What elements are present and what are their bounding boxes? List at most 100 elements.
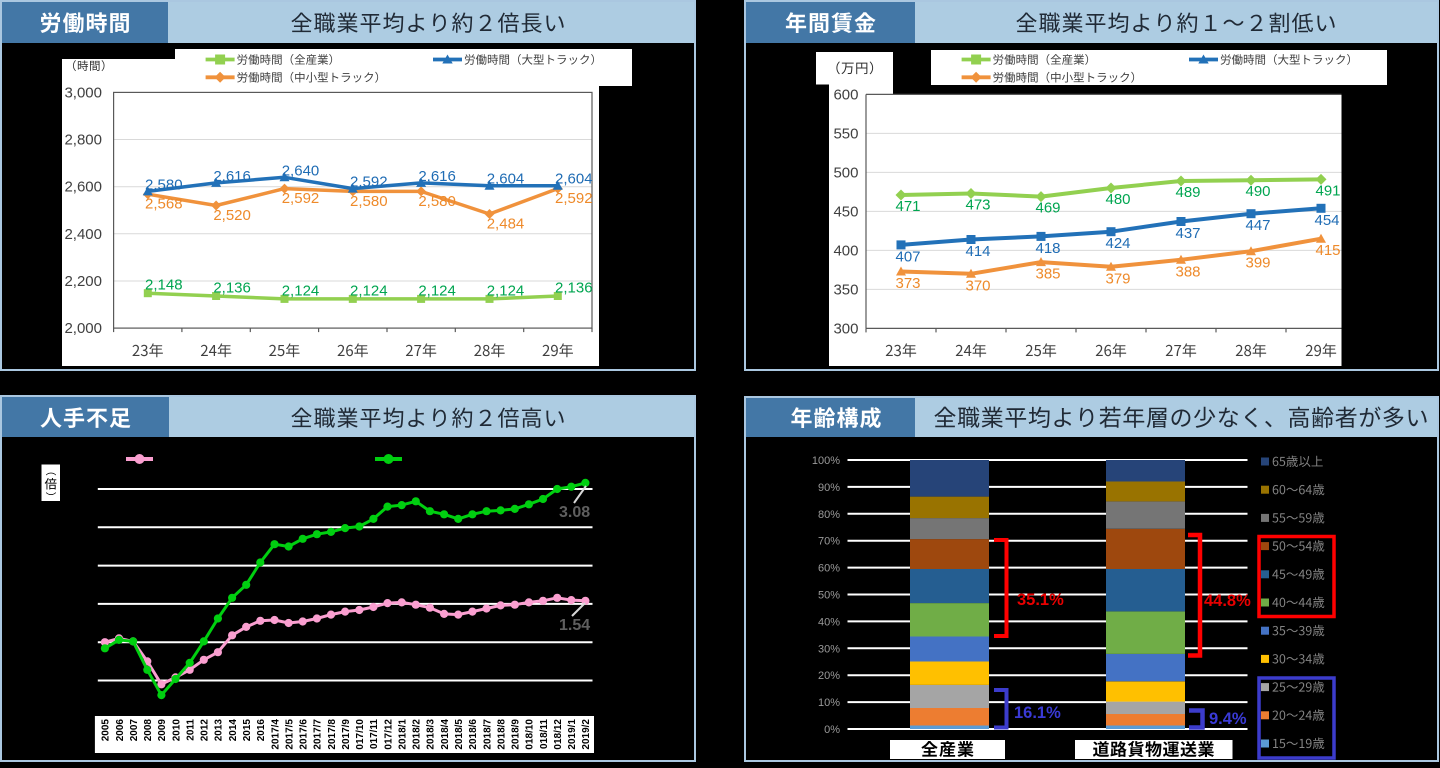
svg-text:447: 447 xyxy=(1245,217,1270,234)
svg-text:388: 388 xyxy=(1175,263,1200,280)
svg-text:2,148: 2,148 xyxy=(145,277,183,294)
svg-text:44.8%: 44.8% xyxy=(1204,592,1251,610)
svg-text:0%: 0% xyxy=(824,724,840,736)
svg-text:2006: 2006 xyxy=(115,719,126,742)
svg-text:2018/3: 2018/3 xyxy=(426,719,437,750)
svg-text:2008: 2008 xyxy=(143,719,154,742)
svg-text:473: 473 xyxy=(965,197,990,214)
svg-text:018/11: 018/11 xyxy=(539,719,550,749)
svg-text:379: 379 xyxy=(1105,270,1130,287)
svg-text:2,124: 2,124 xyxy=(282,282,320,299)
svg-text:2018/6: 2018/6 xyxy=(468,719,479,750)
svg-text:018/10: 018/10 xyxy=(525,719,536,750)
svg-text:454: 454 xyxy=(1314,212,1339,229)
svg-text:350: 350 xyxy=(833,281,858,298)
svg-text:2017/9: 2017/9 xyxy=(341,719,352,750)
svg-text:2016: 2016 xyxy=(256,719,267,742)
svg-text:100%: 100% xyxy=(812,455,840,467)
svg-text:370: 370 xyxy=(965,277,990,294)
svg-text:491: 491 xyxy=(1315,182,1340,199)
svg-text:2017/6: 2017/6 xyxy=(299,719,310,750)
svg-text:2012: 2012 xyxy=(200,719,211,742)
svg-text:450: 450 xyxy=(833,203,858,220)
svg-text:469: 469 xyxy=(1035,200,1060,217)
svg-text:2,580: 2,580 xyxy=(418,193,456,210)
svg-text:400: 400 xyxy=(833,242,858,259)
svg-text:2019/1: 2019/1 xyxy=(567,719,578,750)
svg-text:017/11: 017/11 xyxy=(369,719,380,749)
svg-text:2,592: 2,592 xyxy=(350,174,388,191)
svg-text:2018/9: 2018/9 xyxy=(511,719,522,750)
svg-text:489: 489 xyxy=(1175,184,1200,201)
svg-text:90%: 90% xyxy=(818,482,840,494)
svg-text:2,580: 2,580 xyxy=(350,193,388,210)
svg-text:2007: 2007 xyxy=(129,719,140,742)
svg-text:300: 300 xyxy=(833,320,858,337)
svg-text:385: 385 xyxy=(1035,266,1060,283)
svg-text:80%: 80% xyxy=(818,509,840,521)
svg-text:017/12: 017/12 xyxy=(383,719,394,750)
svg-text:2009: 2009 xyxy=(157,719,168,742)
svg-text:2017/5: 2017/5 xyxy=(284,719,295,750)
svg-text:30%: 30% xyxy=(818,643,840,655)
svg-text:399: 399 xyxy=(1245,255,1270,272)
svg-text:2,484: 2,484 xyxy=(487,216,525,233)
svg-text:20%: 20% xyxy=(818,670,840,682)
svg-text:018/12: 018/12 xyxy=(553,719,564,750)
svg-text:2,604: 2,604 xyxy=(555,171,593,188)
svg-text:2018/5: 2018/5 xyxy=(454,719,465,750)
svg-text:2018/1: 2018/1 xyxy=(398,719,409,750)
svg-text:373: 373 xyxy=(895,275,920,292)
svg-text:2018/4: 2018/4 xyxy=(440,719,451,750)
svg-text:3.08: 3.08 xyxy=(559,504,590,521)
svg-text:437: 437 xyxy=(1175,225,1200,242)
svg-text:35.1%: 35.1% xyxy=(1017,591,1064,609)
svg-text:50%: 50% xyxy=(818,590,840,602)
svg-text:415: 415 xyxy=(1315,242,1340,259)
svg-text:2018/7: 2018/7 xyxy=(482,719,493,750)
svg-text:2,604: 2,604 xyxy=(487,171,525,188)
svg-text:017/10: 017/10 xyxy=(355,719,366,750)
svg-text:2017/7: 2017/7 xyxy=(313,719,324,750)
svg-text:2005: 2005 xyxy=(101,719,112,742)
svg-text:2,568: 2,568 xyxy=(145,196,183,213)
svg-text:2015: 2015 xyxy=(242,719,253,742)
svg-text:2018/8: 2018/8 xyxy=(496,719,507,750)
svg-text:2,124: 2,124 xyxy=(487,282,525,299)
svg-text:2,616: 2,616 xyxy=(418,168,456,185)
svg-text:2,136: 2,136 xyxy=(555,280,593,297)
svg-text:70%: 70% xyxy=(818,536,840,548)
svg-text:2018/2: 2018/2 xyxy=(412,719,423,750)
svg-text:471: 471 xyxy=(895,198,920,215)
svg-text:418: 418 xyxy=(1035,240,1060,257)
svg-text:550: 550 xyxy=(833,125,858,142)
svg-text:407: 407 xyxy=(895,248,920,265)
svg-text:2,200: 2,200 xyxy=(64,273,102,290)
svg-text:480: 480 xyxy=(1105,191,1130,208)
svg-text:2017/4: 2017/4 xyxy=(270,719,281,750)
svg-text:3,000: 3,000 xyxy=(64,84,102,101)
svg-text:2019/2: 2019/2 xyxy=(581,719,592,750)
svg-text:2014: 2014 xyxy=(228,719,239,742)
svg-text:2,124: 2,124 xyxy=(350,282,388,299)
svg-text:2011: 2011 xyxy=(186,719,197,741)
svg-text:2,580: 2,580 xyxy=(145,176,183,193)
svg-text:2,520: 2,520 xyxy=(213,207,251,224)
svg-text:1.54: 1.54 xyxy=(559,617,590,634)
svg-text:2013: 2013 xyxy=(214,719,225,742)
svg-text:2010: 2010 xyxy=(171,719,182,742)
svg-text:2,800: 2,800 xyxy=(64,132,102,149)
svg-text:2,136: 2,136 xyxy=(213,280,251,297)
svg-text:424: 424 xyxy=(1105,235,1130,252)
svg-text:2,592: 2,592 xyxy=(555,190,593,207)
svg-text:2,616: 2,616 xyxy=(213,168,251,185)
svg-text:490: 490 xyxy=(1245,183,1270,200)
svg-text:2,592: 2,592 xyxy=(282,190,320,207)
svg-text:60%: 60% xyxy=(818,563,840,575)
svg-text:2,640: 2,640 xyxy=(282,162,320,179)
svg-text:16.1%: 16.1% xyxy=(1014,704,1061,722)
svg-text:2,600: 2,600 xyxy=(64,179,102,196)
svg-text:40%: 40% xyxy=(818,616,840,628)
svg-text:600: 600 xyxy=(833,86,858,103)
svg-text:2017/8: 2017/8 xyxy=(327,719,338,750)
